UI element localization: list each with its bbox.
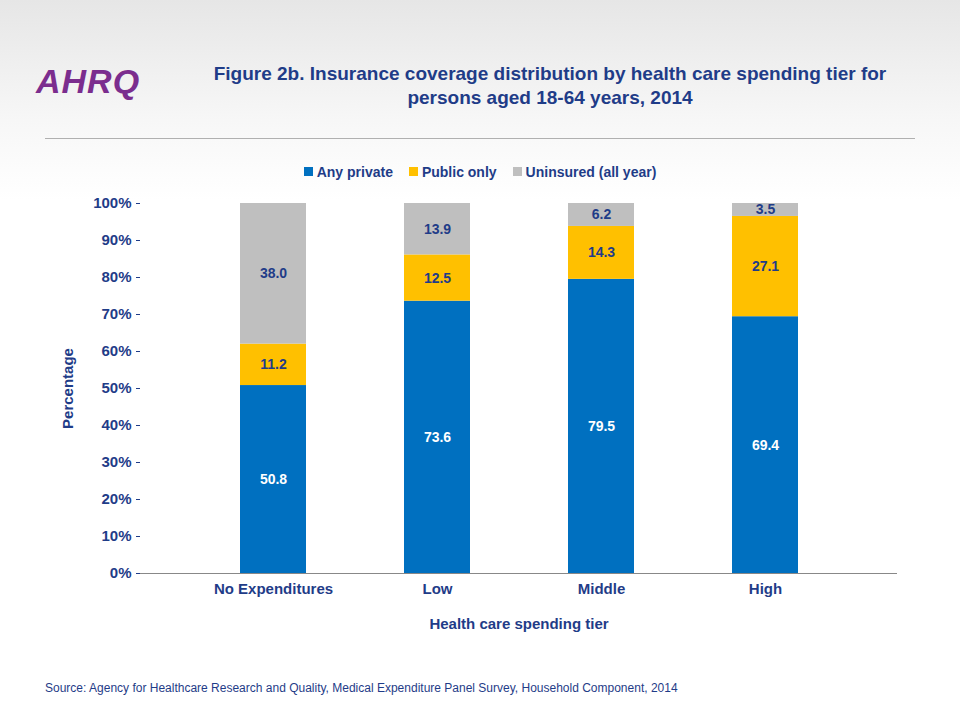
svg-text:3.5: 3.5 <box>756 201 776 217</box>
svg-text:73.6: 73.6 <box>424 429 451 445</box>
svg-text:Health care spending tier: Health care spending tier <box>429 615 608 632</box>
html-text:Public only: Public only <box>421 164 497 180</box>
html-text:AHRQ: AHRQ <box>36 62 141 100</box>
svg-text:10%: 10% <box>101 527 131 544</box>
svg-text:38.0: 38.0 <box>260 265 287 281</box>
svg-text:Low: Low <box>423 580 453 597</box>
svg-text:No Expenditures: No Expenditures <box>214 580 333 597</box>
svg-text:13.9: 13.9 <box>424 221 451 237</box>
html-text:Figure 2b. Insurance coverage: Figure 2b. Insurance coverage distributi… <box>213 63 887 108</box>
html-text:Source: Agency for Healthcare: Source: Agency for Healthcare Research a… <box>45 681 678 695</box>
svg-text:40%: 40% <box>101 416 131 433</box>
svg-text:6.2: 6.2 <box>592 206 612 222</box>
svg-text:20%: 20% <box>101 490 131 507</box>
svg-text:50%: 50% <box>101 379 131 396</box>
svg-text:50.8: 50.8 <box>260 471 287 487</box>
svg-text:69.4: 69.4 <box>752 437 779 453</box>
svg-text:30%: 30% <box>101 453 131 470</box>
html-text:Uninsured (all year): Uninsured (all year) <box>525 164 657 180</box>
svg-text:90%: 90% <box>101 231 131 248</box>
svg-text:79.5: 79.5 <box>588 418 615 434</box>
svg-text:80%: 80% <box>101 268 131 285</box>
svg-text:27.1: 27.1 <box>752 258 779 274</box>
svg-text:14.3: 14.3 <box>588 244 615 260</box>
svg-text:High: High <box>749 580 782 597</box>
svg-text:100%: 100% <box>93 194 131 211</box>
svg-text:60%: 60% <box>101 342 131 359</box>
svg-text:70%: 70% <box>101 305 131 322</box>
svg-text:0%: 0% <box>110 564 132 581</box>
html-text:Any private: Any private <box>316 164 393 180</box>
svg-text:12.5: 12.5 <box>424 270 451 286</box>
svg-text:Percentage: Percentage <box>59 348 76 429</box>
svg-text:11.2: 11.2 <box>260 356 287 372</box>
svg-text:Middle: Middle <box>578 580 626 597</box>
